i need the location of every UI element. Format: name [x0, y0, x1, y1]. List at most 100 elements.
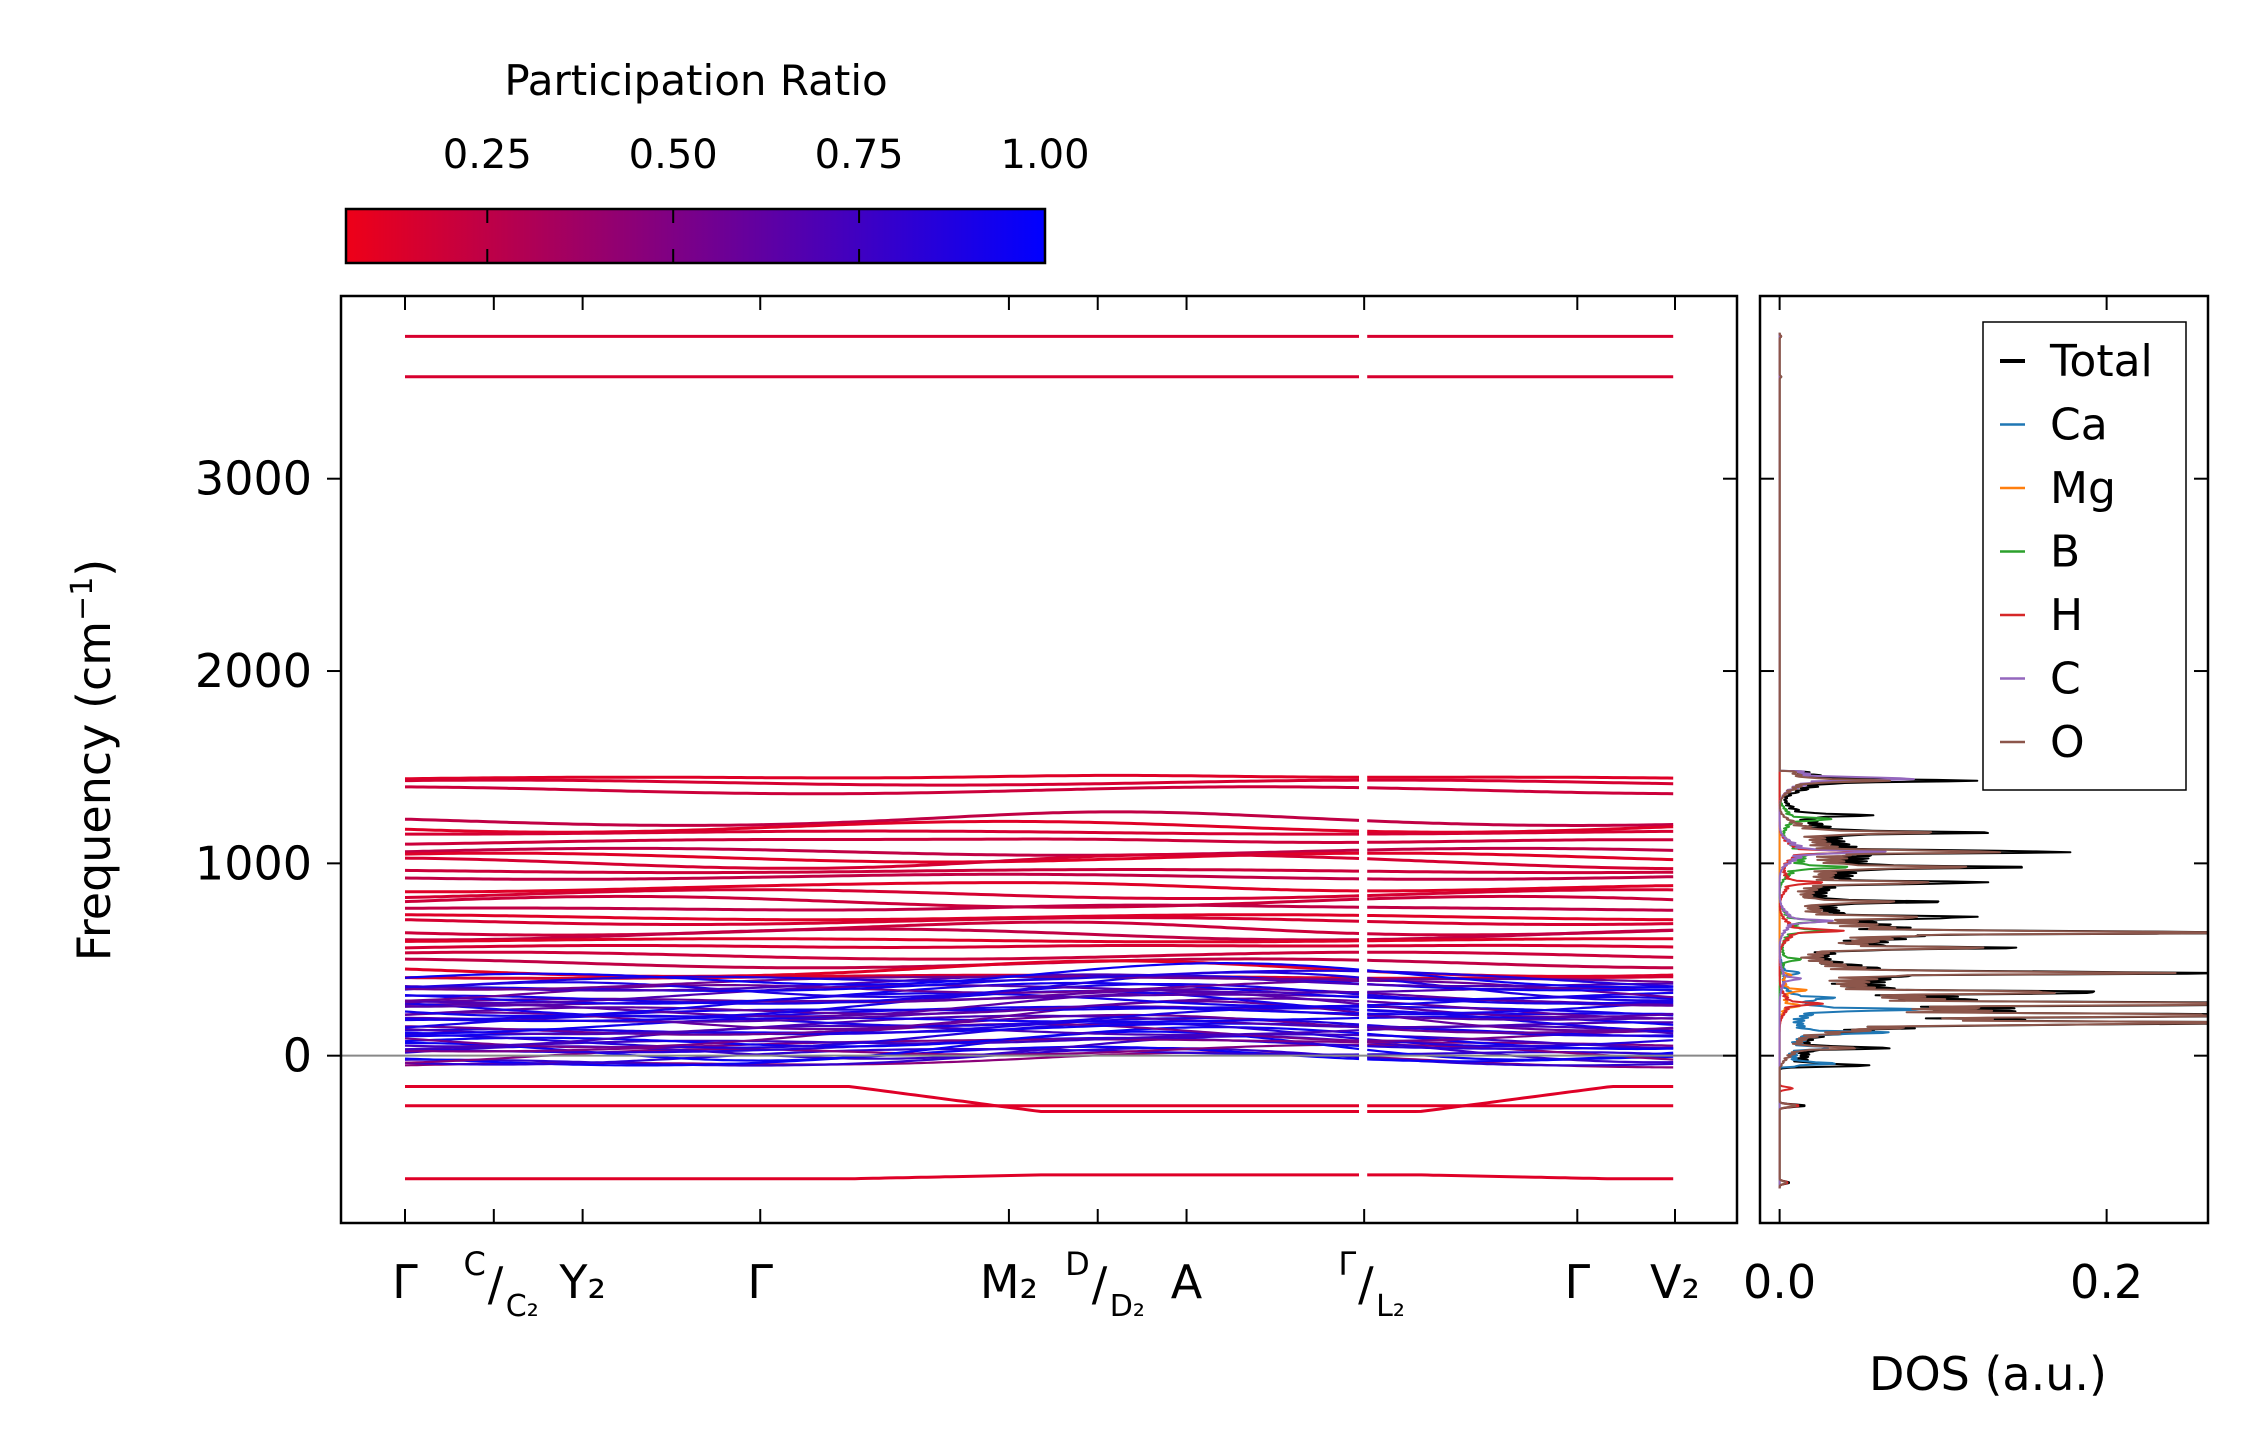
- k-point-label-right: C₂: [506, 1289, 539, 1324]
- colorbar: Participation Ratio 0.25 0.50 0.75 1.00: [344, 56, 1090, 265]
- k-point-label-right: D₂: [1110, 1289, 1145, 1324]
- dos-curve-o: [1778, 332, 2208, 1189]
- legend-item-b: B: [2000, 527, 2080, 578]
- y-tick-label: 3000: [195, 452, 312, 506]
- optical-band: [1367, 914, 1674, 922]
- k-point-label-slash: /: [1092, 1257, 1108, 1311]
- acoustic-band: [1367, 1014, 1674, 1021]
- acoustic-band: [1367, 1003, 1674, 1018]
- k-point-label-text: A: [1171, 1255, 1203, 1309]
- acoustic-band: [404, 990, 1360, 1018]
- optical-band: [405, 773, 1359, 781]
- k-point-label-slash: /: [488, 1257, 504, 1311]
- acoustic-band: [404, 973, 1360, 992]
- k-point-label: D / D₂: [1065, 1245, 1145, 1324]
- optical-band: [1367, 778, 1674, 786]
- k-path-labels: Γ C / C₂ Y₂ Γ M₂ D / D₂ A Γ / L₂ Γ V₂: [392, 1245, 1700, 1324]
- acoustic-band: [404, 1007, 1360, 1029]
- acoustic-band: [404, 1024, 1360, 1048]
- colorbar-tick-label: 0.25: [443, 132, 532, 178]
- low-frequency-band-lines: [404, 962, 1674, 1069]
- k-point-label: A: [1171, 1255, 1203, 1309]
- acoustic-band: [1367, 1034, 1674, 1050]
- k-point-label-text: Γ: [747, 1255, 773, 1309]
- optical-band: [1367, 928, 1674, 942]
- colorbar-tick-label: 0.75: [815, 132, 904, 178]
- optical-band: [1367, 958, 1674, 970]
- legend-label: Total: [2049, 336, 2153, 387]
- k-point-label: C / C₂: [463, 1245, 538, 1324]
- optical-band: [405, 829, 1359, 836]
- optical-band: [1367, 851, 1674, 862]
- acoustic-band: [404, 984, 1360, 1004]
- dos-axis-ticks: [1760, 296, 2208, 1223]
- optical-band: [405, 881, 1359, 894]
- dos-x-tick-labels: 0.0 0.2: [1743, 1255, 2143, 1309]
- legend-label: B: [2050, 527, 2080, 578]
- acoustic-band: [404, 969, 1359, 989]
- band-axis-ticks: [327, 296, 1737, 1223]
- optical-band: [1367, 838, 1674, 844]
- legend-label: Mg: [2050, 463, 2116, 514]
- k-point-label-text: V₂: [1650, 1255, 1700, 1309]
- optical-band: [404, 888, 1360, 900]
- k-point-label: Γ / L₂: [1338, 1245, 1405, 1324]
- k-point-label: Γ: [1564, 1255, 1590, 1309]
- acoustic-band: [404, 979, 1359, 1002]
- legend-item-o: O: [2000, 717, 2085, 768]
- optical-band: [404, 810, 1360, 827]
- dos-lines: [1778, 332, 2208, 1189]
- optical-band: [405, 913, 1360, 922]
- optical-band: [404, 916, 1360, 926]
- k-point-label-left: C: [463, 1245, 485, 1283]
- optical-band: [1367, 875, 1674, 881]
- optical-band: [1367, 829, 1674, 836]
- acoustic-band: [1367, 1029, 1674, 1042]
- optical-band: [404, 872, 1360, 881]
- acoustic-band: [404, 991, 1360, 1018]
- acoustic-band: [404, 1005, 1360, 1023]
- colorbar-tick-labels: 0.25 0.50 0.75 1.00: [443, 132, 1090, 178]
- k-point-label: M₂: [980, 1255, 1038, 1309]
- optical-band: [404, 868, 1359, 875]
- k-point-label: Γ: [392, 1255, 418, 1309]
- acoustic-band: [1367, 987, 1674, 993]
- legend-label: O: [2050, 717, 2085, 768]
- optical-band: [404, 957, 1360, 970]
- colorbar-title: Participation Ratio: [504, 56, 887, 105]
- k-point-label-left: Γ: [1338, 1245, 1356, 1283]
- dos-x-tick-label: 0.0: [1743, 1255, 1816, 1309]
- dos-curve-ca: [1778, 332, 1924, 1189]
- optical-band: [404, 903, 1360, 912]
- k-point-label-left: D: [1065, 1245, 1090, 1283]
- optical-band: [405, 927, 1359, 942]
- optical-band: [404, 950, 1360, 961]
- optical-band: [405, 785, 1360, 796]
- legend-frame: [1982, 321, 2187, 791]
- optical-band: [1367, 857, 1674, 871]
- dos-x-axis-label: DOS (a.u.): [1869, 1347, 2107, 1401]
- colorbar-tick-label: 0.50: [629, 132, 718, 178]
- acoustic-band: [404, 992, 1360, 1017]
- acoustic-band: [404, 1026, 1360, 1048]
- optical-band: [1367, 869, 1674, 875]
- optical-band: [1367, 937, 1674, 943]
- negative-frequency-band: [405, 1173, 1359, 1181]
- acoustic-band: [404, 1022, 1360, 1049]
- y-tick-label: 0: [283, 1029, 312, 1083]
- optical-band: [405, 778, 1359, 787]
- dos-plot-frame: [1758, 294, 2210, 1225]
- k-point-label-text: Γ: [392, 1255, 418, 1309]
- k-point-label-text: Y₂: [558, 1255, 606, 1309]
- acoustic-band: [1367, 977, 1674, 1002]
- acoustic-band: [1367, 1005, 1674, 1017]
- dos-x-tick-label: 0.2: [2070, 1255, 2143, 1309]
- optical-band: [404, 853, 1360, 870]
- optical-band: [1367, 786, 1674, 796]
- k-point-label-slash: /: [1358, 1257, 1374, 1311]
- acoustic-band: [1367, 970, 1674, 988]
